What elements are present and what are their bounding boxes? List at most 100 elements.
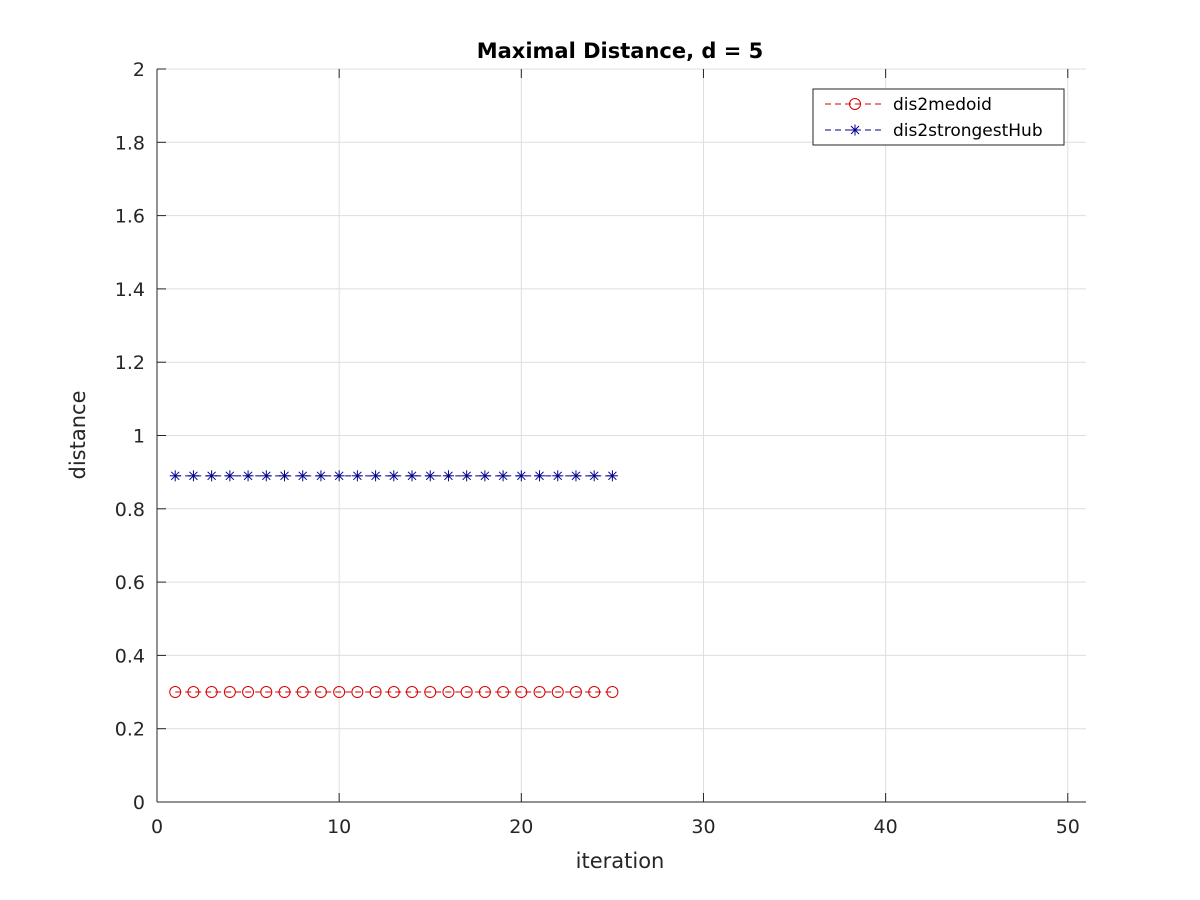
- data-point: [279, 470, 291, 482]
- asterisk-stroke: [444, 471, 453, 481]
- data-point: [479, 470, 491, 482]
- y-tick-label: 2: [133, 59, 145, 81]
- data-point: [296, 686, 309, 699]
- data-point: [570, 470, 582, 482]
- series-dis2medoid: [169, 686, 619, 699]
- asterisk-stroke: [334, 471, 344, 481]
- data-point: [169, 686, 182, 699]
- y-tick-label: 0.4: [115, 645, 145, 667]
- data-point: [442, 686, 455, 699]
- asterisk-stroke: [261, 471, 271, 481]
- data-point: [460, 686, 473, 699]
- grid: [156, 68, 1086, 803]
- legend: dis2medoid dis2strongestHub: [812, 88, 1065, 146]
- y-tick-label: 1.2: [115, 352, 145, 374]
- x-tick-label: 0: [151, 816, 163, 838]
- data-point: [478, 686, 491, 699]
- legend-label: dis2strongestHub: [893, 121, 1043, 141]
- asterisk-stroke: [407, 471, 417, 481]
- asterisk-stroke: [589, 471, 599, 481]
- data-point: [424, 686, 437, 699]
- data-point: [370, 470, 382, 482]
- asterisk-stroke: [553, 471, 563, 481]
- data-point: [497, 686, 510, 699]
- data-point: [406, 470, 418, 482]
- data-point: [242, 686, 255, 699]
- data-point: [588, 686, 601, 699]
- data-point: [424, 470, 436, 482]
- data-point: [224, 470, 236, 482]
- y-axis-label: distance: [66, 391, 90, 480]
- data-point: [588, 470, 600, 482]
- asterisk-stroke: [298, 471, 308, 481]
- asterisk-stroke: [571, 471, 581, 481]
- asterisk-stroke: [243, 471, 253, 481]
- data-point: [187, 686, 200, 699]
- asterisk-stroke: [535, 471, 544, 481]
- data-point: [569, 686, 582, 699]
- data-point: [534, 470, 546, 482]
- data-point: [223, 686, 236, 699]
- data-point: [297, 470, 309, 482]
- y-tick-label: 1.4: [115, 279, 145, 301]
- data-point: [315, 470, 327, 482]
- asterisk-stroke: [480, 471, 490, 481]
- x-tick-label: 10: [327, 816, 351, 838]
- asterisk-stroke: [225, 471, 235, 481]
- data-point: [551, 686, 564, 699]
- series-dis2strongestHub: [169, 470, 618, 482]
- asterisk-stroke: [850, 125, 860, 135]
- y-tick-label: 0.2: [115, 719, 145, 741]
- chart-title: Maximal Distance, d = 5: [477, 39, 764, 63]
- data-point: [169, 470, 181, 482]
- asterisk-stroke: [316, 471, 326, 481]
- data-point: [314, 686, 327, 699]
- asterisk-stroke: [608, 471, 617, 481]
- data-point: [278, 686, 291, 699]
- legend-label: dis2medoid: [893, 95, 992, 115]
- legend-marker: [849, 124, 861, 136]
- data-point: [260, 470, 272, 482]
- asterisk-stroke: [498, 471, 508, 481]
- y-tick-label: 0: [133, 792, 145, 814]
- ticks: 0 10 20 30 40 50 0 0.2 0.4 0.6 0.8 1 1.2 1.4 1.6 1.8 2: [115, 59, 1080, 838]
- data-point: [369, 686, 382, 699]
- data-point: [260, 686, 273, 699]
- data-point: [406, 686, 419, 699]
- y-tick-label: 0.6: [115, 572, 145, 594]
- data-point: [387, 686, 400, 699]
- asterisk-stroke: [170, 471, 180, 481]
- data-point: [533, 686, 546, 699]
- legend-item: dis2medoid: [825, 95, 992, 115]
- x-tick-label: 30: [691, 816, 715, 838]
- y-tick-label: 1.8: [115, 132, 145, 154]
- legend-item: dis2strongestHub: [825, 121, 1043, 141]
- x-axis-label: iteration: [576, 849, 665, 873]
- data-point: [187, 470, 199, 482]
- series-layer: [169, 470, 619, 699]
- x-tick-label: 20: [509, 816, 533, 838]
- asterisk-stroke: [425, 471, 435, 481]
- data-point: [515, 686, 528, 699]
- data-point: [242, 470, 254, 482]
- asterisk-stroke: [389, 471, 399, 481]
- asterisk-stroke: [353, 471, 362, 481]
- asterisk-stroke: [462, 471, 472, 481]
- asterisk-stroke: [516, 471, 526, 481]
- asterisk-stroke: [207, 471, 217, 481]
- asterisk-stroke: [371, 471, 380, 481]
- y-tick-label: 0.8: [115, 499, 145, 521]
- asterisk-stroke: [189, 471, 198, 481]
- y-tick-label: 1: [133, 426, 145, 448]
- data-point: [333, 686, 346, 699]
- data-point: [497, 470, 509, 482]
- data-point: [606, 686, 619, 699]
- data-point: [606, 470, 618, 482]
- data-point: [552, 470, 564, 482]
- data-point: [206, 470, 218, 482]
- data-point: [515, 470, 527, 482]
- y-tick-label: 1.6: [115, 206, 145, 228]
- data-point: [388, 470, 400, 482]
